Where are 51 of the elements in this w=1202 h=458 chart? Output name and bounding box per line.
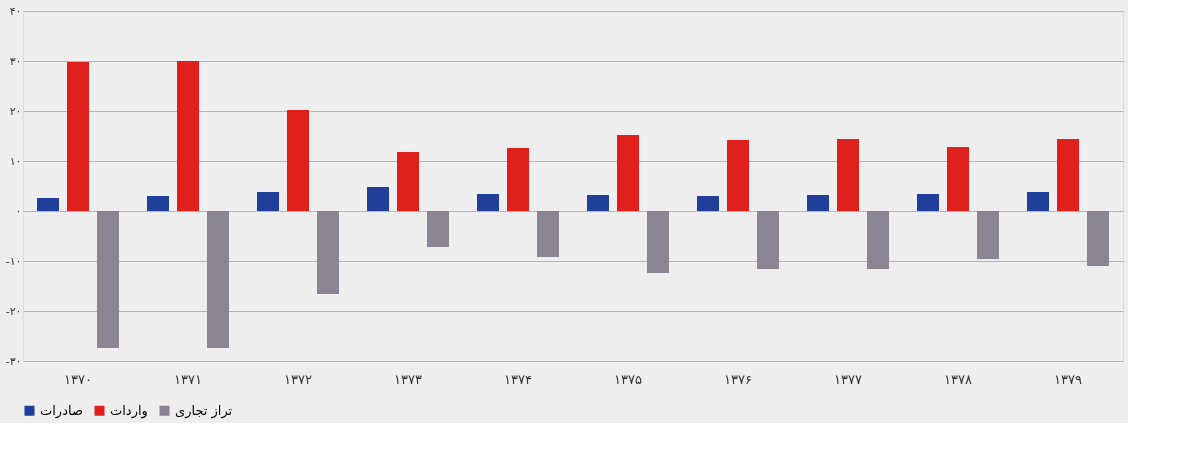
bar (37, 198, 59, 211)
y-tick-label: ۴۰ (9, 4, 22, 18)
bar (1057, 139, 1079, 211)
bar (947, 147, 969, 211)
bar (507, 148, 529, 211)
bar (287, 110, 309, 211)
bar (647, 211, 669, 273)
bar (177, 61, 199, 211)
x-tick-label: ۱۳۷۴ (504, 371, 532, 387)
bar (587, 195, 609, 211)
bar (477, 194, 499, 211)
bar (697, 196, 719, 211)
bar (207, 211, 229, 348)
y-tick-label: -۲۰ (5, 304, 22, 318)
bar (727, 140, 749, 211)
bar (97, 211, 119, 348)
bar (367, 187, 389, 211)
bar (617, 135, 639, 211)
y-tick-label: ۲۰ (9, 104, 22, 118)
y-tick-label: ۳۰ (9, 54, 22, 68)
x-tick-label: ۱۳۷۱ (174, 371, 202, 387)
bar (397, 152, 419, 211)
x-tick-label: ۱۳۷۷ (834, 371, 862, 387)
bar (257, 192, 279, 211)
bar (757, 211, 779, 269)
bar (147, 196, 169, 211)
x-tick-label: ۱۳۷۵ (614, 371, 642, 387)
legend-label: واردات (110, 402, 148, 419)
bar (837, 139, 859, 211)
x-tick-label: ۱۳۷۲ (284, 371, 312, 387)
bar (977, 211, 999, 259)
x-tick-label: ۱۳۷۰ (64, 371, 92, 387)
y-tick-label: ۱۰ (9, 154, 22, 168)
bar (917, 194, 939, 211)
legend-label: صادرات (40, 402, 83, 419)
y-tick-label: -۱۰ (5, 254, 22, 268)
bar (1087, 211, 1109, 266)
legend-label: تراز تجاری (175, 402, 233, 419)
bar (317, 211, 339, 294)
x-tick-label: ۱۳۷۶ (724, 371, 752, 387)
bar (67, 62, 89, 211)
bar (807, 195, 829, 211)
y-tick-label: -۳۰ (5, 354, 22, 368)
x-tick-label: ۱۳۷۳ (394, 371, 422, 387)
bar (427, 211, 449, 247)
bar (537, 211, 559, 257)
x-tick-label: ۱۳۷۹ (1054, 371, 1082, 387)
bar (867, 211, 889, 269)
y-tick-label: ۰ (15, 204, 22, 218)
x-tick-label: ۱۳۷۸ (944, 371, 972, 387)
bar (1027, 192, 1049, 211)
